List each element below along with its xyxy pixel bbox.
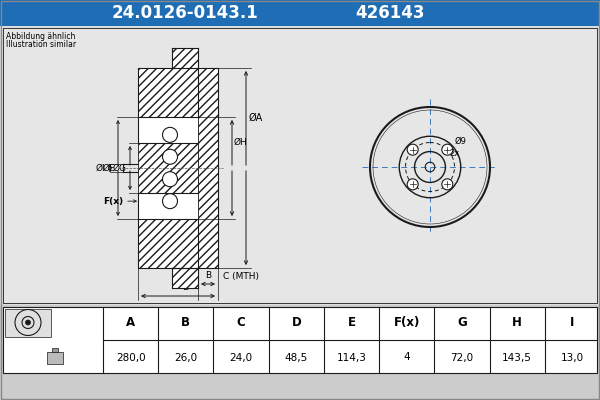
Text: D: D <box>292 316 301 329</box>
Circle shape <box>163 194 178 209</box>
Text: 143,5: 143,5 <box>502 352 532 362</box>
Text: 26,0: 26,0 <box>174 352 197 362</box>
Bar <box>0 0 600 26</box>
Bar <box>0 305 600 375</box>
Circle shape <box>442 144 453 155</box>
Text: 13,0: 13,0 <box>561 352 584 362</box>
Text: 2x: 2x <box>449 149 460 158</box>
Text: C (MTH): C (MTH) <box>223 272 259 281</box>
Text: ØI: ØI <box>95 164 105 172</box>
Bar <box>138 193 198 219</box>
Text: I: I <box>570 316 575 329</box>
Bar <box>0 26 600 305</box>
Text: 280,0: 280,0 <box>116 352 145 362</box>
Text: F(x): F(x) <box>394 316 420 329</box>
Bar <box>52 348 58 352</box>
Bar <box>3 28 597 303</box>
Text: C: C <box>236 316 245 329</box>
Text: A: A <box>126 316 135 329</box>
Text: 72,0: 72,0 <box>451 352 473 362</box>
Circle shape <box>25 320 31 325</box>
Text: ØE: ØE <box>103 164 115 172</box>
Bar <box>3 307 597 373</box>
Text: Abbildung ähnlich: Abbildung ähnlich <box>6 32 76 41</box>
Text: 24,0: 24,0 <box>229 352 253 362</box>
Text: ØH: ØH <box>234 138 248 147</box>
Text: B: B <box>181 316 190 329</box>
Text: 4: 4 <box>403 352 410 362</box>
Circle shape <box>442 179 453 190</box>
Bar <box>47 352 63 364</box>
Bar <box>198 68 218 268</box>
Bar <box>138 117 198 143</box>
Circle shape <box>163 127 178 142</box>
Circle shape <box>163 172 178 187</box>
Text: Ø9: Ø9 <box>454 137 466 146</box>
Circle shape <box>407 179 418 190</box>
Text: H: H <box>512 316 522 329</box>
Text: ØG: ØG <box>113 164 127 172</box>
Text: 114,3: 114,3 <box>337 352 367 362</box>
Bar <box>138 143 198 193</box>
Bar <box>5 308 51 336</box>
Text: F(x): F(x) <box>103 197 123 206</box>
Circle shape <box>407 144 418 155</box>
Circle shape <box>163 149 178 164</box>
Text: D: D <box>182 283 190 292</box>
Bar <box>172 48 198 68</box>
Bar <box>138 219 198 268</box>
Text: 48,5: 48,5 <box>284 352 308 362</box>
Text: B: B <box>205 271 211 280</box>
Bar <box>138 68 198 117</box>
Text: E: E <box>347 316 355 329</box>
Text: Illustration similar: Illustration similar <box>6 40 76 49</box>
Text: 426143: 426143 <box>355 4 425 22</box>
Bar <box>172 268 198 288</box>
Text: 24.0126-0143.1: 24.0126-0143.1 <box>112 4 259 22</box>
Text: ØA: ØA <box>249 113 263 123</box>
Text: G: G <box>457 316 467 329</box>
